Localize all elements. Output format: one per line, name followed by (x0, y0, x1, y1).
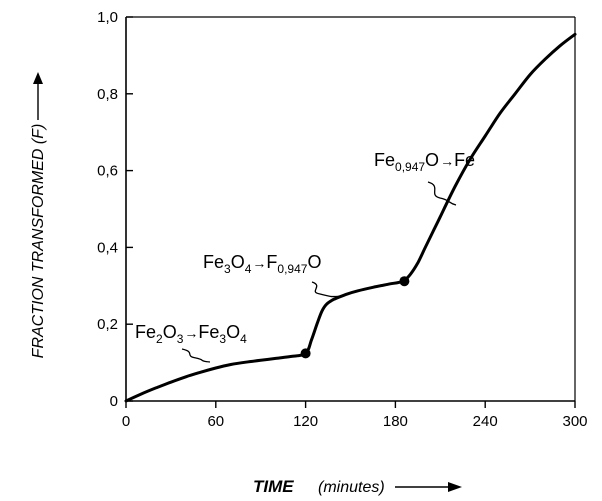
annotations: Fe2O3→Fe3O4 Fe3O4→F0,947O Fe0,947O→Fe (135, 150, 475, 363)
y-tick-label: 0 (110, 393, 118, 410)
series-line (124, 32, 577, 403)
y-tick-label: 0,8 (97, 86, 118, 103)
transition-point (399, 276, 410, 287)
ticks (125, 16, 576, 408)
annotation-leader-2 (311, 281, 343, 298)
x-tick-label: 300 (562, 413, 587, 430)
y-tick-label: 1,0 (97, 9, 118, 26)
transition-markers (300, 276, 410, 359)
annotation-leader-3 (427, 181, 457, 206)
annotation-fe3o4-to-feo: Fe3O4→F0,947O (203, 252, 321, 276)
x-axis-title: TIME (253, 477, 294, 496)
y-tick-label: 0,6 (97, 163, 118, 180)
tick-labels: 0 60 120 180 240 300 0 0,2 0,4 0,6 0,8 1,0 (97, 9, 587, 430)
annotation-feo-to-fe: Fe0,947O→Fe (374, 150, 475, 174)
annotation-leader-1 (181, 348, 211, 363)
x-tick-label: 120 (293, 413, 318, 430)
x-axis-title-group: TIME (minutes) (253, 477, 462, 496)
plot-frame (125, 16, 576, 402)
y-axis-arrow-head (33, 72, 43, 84)
x-tick-label: 180 (383, 413, 408, 430)
y-axis-title: FRACTION TRANSFORMED (F) (30, 124, 47, 359)
y-tick-label: 0,4 (97, 239, 118, 256)
x-tick-label: 0 (122, 413, 130, 430)
y-tick-label: 0,2 (97, 316, 118, 333)
x-tick-label: 60 (207, 413, 224, 430)
x-axis-arrow-head (448, 482, 462, 492)
transition-point (300, 348, 311, 359)
annotation-fe2o3-to-fe3o4: Fe2O3→Fe3O4 (135, 322, 247, 346)
y-axis-title-group: FRACTION TRANSFORMED (F) (30, 72, 47, 358)
x-axis-unit: (minutes) (318, 479, 385, 496)
x-tick-label: 240 (473, 413, 498, 430)
